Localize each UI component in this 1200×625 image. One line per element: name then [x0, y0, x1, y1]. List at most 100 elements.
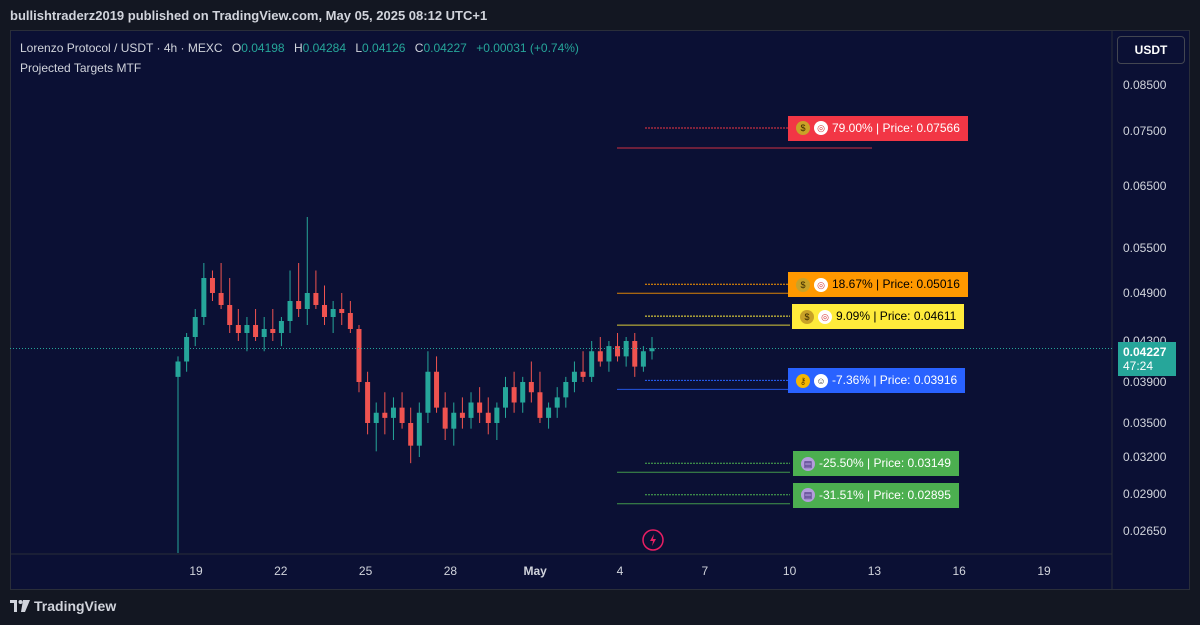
candle-body — [451, 412, 457, 429]
price-tick: 0.03500 — [1123, 416, 1167, 430]
candle-body — [632, 341, 638, 367]
candle-body — [296, 301, 302, 309]
currency-button[interactable]: USDT — [1117, 36, 1185, 64]
time-tick: May — [523, 564, 547, 578]
price-tick: 0.03200 — [1123, 450, 1167, 464]
time-tick: 28 — [443, 564, 458, 578]
candle-body — [347, 313, 353, 329]
target-icon: ◎ — [814, 121, 828, 136]
tradingview-logo[interactable]: TradingView — [10, 598, 116, 614]
time-tick: 10 — [782, 564, 797, 578]
target-label-text: -31.51% | Price: 0.02895 — [819, 487, 951, 502]
key-icon: ⚷ — [796, 373, 810, 388]
symbol-title: Lorenzo Protocol / USDT · 4h · MEXC — [20, 41, 223, 55]
candle-body — [477, 402, 483, 413]
current-price-value: 0.04227 — [1123, 345, 1167, 359]
candle-body — [494, 407, 500, 423]
price-tick: 0.08500 — [1123, 78, 1167, 92]
target-label-0: $ ◎ 79.00% | Price: 0.07566 — [788, 115, 968, 141]
close-value: 0.04227 — [423, 41, 467, 55]
candle-body — [201, 278, 207, 317]
candle-body — [287, 301, 293, 321]
candle-body — [425, 371, 431, 413]
target-label-text: -25.50% | Price: 0.03149 — [819, 456, 951, 471]
target-label-4: ▤ -25.50% | Price: 0.03149 — [793, 451, 959, 477]
candle-body — [304, 293, 310, 309]
time-tick: 25 — [358, 564, 373, 578]
target-label-text: 9.09% | Price: 0.04611 — [836, 309, 957, 324]
high-value: 0.04284 — [302, 41, 347, 55]
candle-body — [235, 325, 241, 333]
candle-body — [511, 387, 517, 403]
target-label-5: ▤ -31.51% | Price: 0.02895 — [793, 482, 959, 508]
candle-body — [563, 382, 569, 398]
bottom-bar — [0, 592, 1200, 625]
candle-body — [399, 407, 405, 423]
candle-body — [253, 325, 259, 337]
top-bar: bullishtraderz2019 published on TradingV… — [0, 0, 1200, 30]
money-bag-icon: $ — [796, 277, 810, 292]
candle-body — [640, 351, 646, 367]
target-label-text: 18.67% | Price: 0.05016 — [832, 277, 960, 292]
price-tick: 0.02650 — [1123, 524, 1167, 538]
candle-body — [270, 329, 276, 333]
candle-body — [623, 341, 629, 357]
candle-body — [192, 317, 198, 337]
candle-body — [434, 371, 440, 408]
candle-body — [520, 382, 526, 403]
candle-body — [546, 407, 552, 418]
time-tick: 13 — [867, 564, 882, 578]
candle-body — [356, 329, 362, 382]
candle-body — [322, 305, 328, 317]
candle-countdown: 47:24 — [1123, 359, 1154, 373]
candle-body — [365, 382, 371, 423]
bucket-icon: ▤ — [801, 488, 815, 503]
candle-body — [416, 412, 422, 446]
bucket-icon: ▤ — [801, 456, 815, 471]
candle-body — [278, 321, 284, 333]
target-label-text: 79.00% | Price: 0.07566 — [832, 120, 960, 135]
indicator-name[interactable]: Projected Targets MTF — [20, 61, 142, 75]
target-icon: ◎ — [814, 277, 828, 292]
price-tick: 0.03900 — [1123, 375, 1167, 389]
candle-body — [649, 348, 655, 352]
candle-body — [184, 337, 190, 362]
tradingview-wordmark: TradingView — [34, 598, 117, 614]
change-value: +0.00031 (+0.74%) — [476, 41, 579, 55]
publish-line: bullishtraderz2019 published on TradingV… — [10, 8, 488, 23]
candle-body — [606, 346, 612, 362]
candle-body — [339, 309, 345, 313]
time-tick: 19 — [189, 564, 203, 578]
target-label-2: $ ◎ 9.09% | Price: 0.04611 — [792, 304, 965, 330]
close-label: C — [414, 41, 424, 55]
symbol-legend[interactable]: Lorenzo Protocol / USDT · 4h · MEXC O0.0… — [20, 41, 579, 55]
high-label: H — [293, 41, 303, 55]
low-label: L — [355, 41, 363, 55]
candle-body — [537, 392, 543, 418]
target-icon: ◎ — [818, 309, 832, 324]
time-tick: 22 — [274, 564, 288, 578]
candle-body — [227, 305, 233, 325]
price-tick: 0.02900 — [1123, 487, 1167, 501]
price-tick: 0.04900 — [1123, 286, 1167, 300]
money-bag-icon: $ — [796, 121, 810, 136]
target-label-text: -7.36% | Price: 0.03916 — [832, 373, 958, 388]
ghost-icon: ☺ — [814, 373, 828, 388]
candle-body — [244, 325, 250, 333]
price-tick: 0.07500 — [1123, 124, 1167, 138]
tradingview-logo-icon — [10, 600, 30, 612]
chart-pane[interactable] — [10, 30, 1190, 590]
candle-body — [485, 412, 491, 423]
time-tick: 7 — [701, 564, 709, 578]
candle-body — [459, 412, 465, 418]
money-bag-icon: $ — [800, 309, 814, 324]
low-value: 0.04126 — [362, 41, 406, 55]
price-tick: 0.05500 — [1123, 241, 1167, 255]
candle-body — [597, 351, 603, 362]
candle-body — [502, 387, 508, 408]
candle-body — [442, 407, 448, 429]
candle-body — [554, 397, 560, 408]
candle-body — [218, 293, 224, 305]
open-value: 0.04198 — [241, 41, 285, 55]
